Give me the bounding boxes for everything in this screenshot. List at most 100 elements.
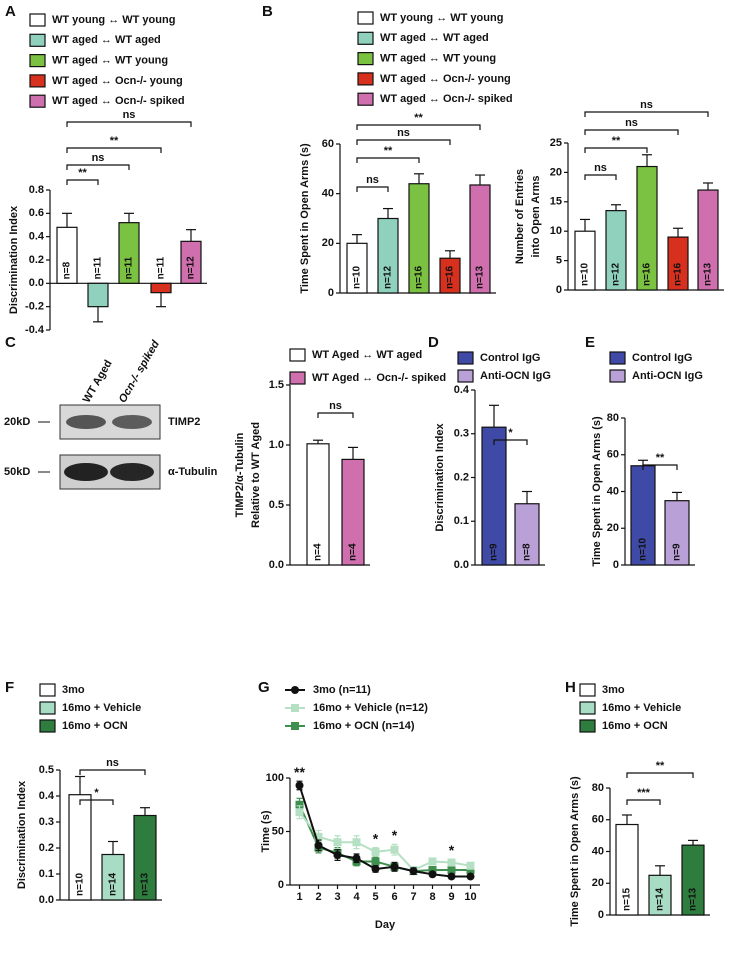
legend-marker [291,722,299,730]
legend-label: 3mo [602,684,625,696]
bar [118,222,140,284]
significance-label: * [94,787,99,799]
significance-label: * [373,830,379,846]
n-label: n=9 [672,543,683,561]
legend-label: Anti-OCN IgG [632,370,703,382]
y-tick-label: 0.1 [39,868,54,880]
point [295,781,304,790]
y-tick-label: -0.4 [25,324,45,336]
n-label: n=16 [673,262,684,286]
legend-swatch [39,719,56,733]
x-tick-label: 1 [296,891,302,903]
y-tick-label: 0.0 [454,559,469,571]
point [390,845,399,854]
y-tick-label: 0.3 [39,816,54,828]
y-axis-label: Number of Entries [514,169,526,264]
legend-label: WT young ↔ WT young [380,12,503,24]
legend-label: WT aged ↔ WT aged [380,32,489,44]
y-tick-label: 0.2 [29,254,44,266]
y-tick-label: 50 [272,825,284,837]
significance-label: ** [294,764,305,780]
point [371,864,380,873]
legend-marker [291,686,299,694]
legend-label: WT aged ↔ Ocn-/- spiked [52,95,185,107]
y-tick-label: 80 [592,782,604,794]
legend-swatch [39,701,56,715]
y-tick-label: 60 [322,138,334,150]
panel-letter: G [258,679,270,696]
significance-label: ns [106,757,119,769]
n-label: n=11 [156,256,167,279]
n-label: n=12 [611,262,622,286]
y-tick-label: 0 [613,559,619,571]
x-tick-label: 7 [410,891,416,903]
legend-swatch [579,683,596,697]
significance-bracket [642,464,678,470]
y-axis-label: Time (s) [260,810,272,852]
significance-label: ns [640,99,653,111]
significance-bracket [79,769,146,775]
panel-letter: F [5,679,14,696]
protein-label: TIMP2 [168,416,200,428]
y-tick-label: -0.2 [25,301,44,313]
y-tick-label: 0.4 [454,384,470,396]
size-marker: 20kD [4,416,30,428]
bar [56,226,78,284]
series-line [298,785,471,878]
bar [346,242,368,294]
y-tick-label: 40 [322,188,334,200]
legend-label: Anti-OCN IgG [480,370,551,382]
significance-bracket [584,174,617,180]
legend-label: 16mo + Vehicle (n=12) [313,702,428,714]
protein-label: α-Tubulin [168,466,218,478]
y-tick-label: 0.0 [269,559,284,571]
n-label: n=13 [688,887,699,911]
legend-label: 16mo + Vehicle [602,702,681,714]
n-label: n=9 [489,543,500,561]
bar [87,282,109,308]
y-axis-label: TIMP2/α-Tubulin [234,432,246,517]
n-label: n=15 [622,887,633,911]
legend-label: WT aged ↔ WT young [52,55,168,67]
y-tick-label: 0 [278,879,284,891]
y-axis-label: Discrimination Index [16,780,28,889]
legend-swatch [609,351,626,365]
point [390,862,399,871]
significance-bracket [66,121,192,127]
legend-swatch [289,348,306,362]
significance-bracket [66,147,162,153]
y-tick-label: 0.0 [29,277,44,289]
y-tick-label: 20 [592,877,604,889]
bar [664,500,690,566]
y-tick-label: 0.3 [454,428,469,440]
n-label: n=4 [313,543,324,561]
legend-label: WT aged ↔ WT aged [52,34,161,46]
legend-label: 3mo [62,684,85,696]
y-axis-label: Relative to WT Aged [250,422,262,528]
significance-bracket [584,147,648,153]
significance-bracket [493,439,528,445]
significance-label: * [392,827,398,843]
significance-bracket [584,111,709,117]
significance-label: ** [612,135,621,147]
significance-bracket [626,799,661,805]
significance-label: ** [656,760,665,772]
significance-label: ns [329,400,342,412]
y-tick-label: 40 [607,485,619,497]
legend-swatch [29,74,46,88]
panel-letter: H [565,679,576,696]
x-tick-label: 10 [464,891,476,903]
significance-label: ns [92,152,105,164]
legend-swatch [29,33,46,47]
legend-label: 16mo + OCN (n=14) [313,720,415,732]
bar [439,257,461,294]
legend-swatch [29,94,46,108]
legend-swatch [289,371,306,385]
n-label: n=11 [93,256,104,279]
bar [648,874,672,916]
y-tick-label: 1.5 [269,379,284,391]
y-tick-label: 0.2 [39,842,54,854]
panel-letter: A [5,3,16,20]
bar [133,814,157,901]
